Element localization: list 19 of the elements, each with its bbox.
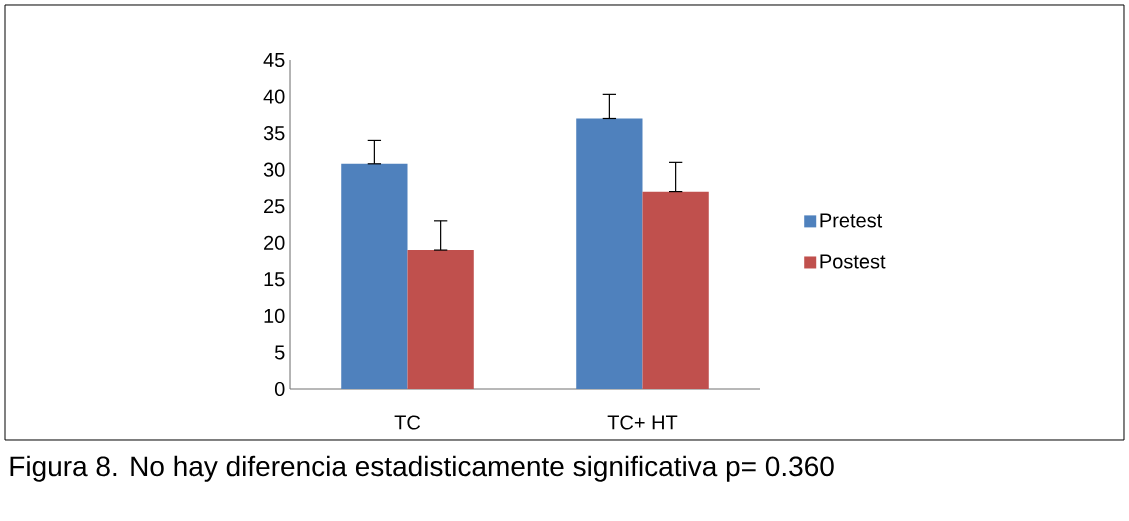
y-tick-label: 25: [264, 199, 285, 214]
x-tick-label: TC+ HT: [607, 415, 678, 430]
y-tick-label: 0: [274, 381, 285, 397]
y-tick-label: 35: [263, 126, 285, 141]
y-tick-label: 45: [263, 53, 285, 67]
y-tick-label: 30: [263, 162, 285, 177]
legend-label: Postest: [820, 254, 886, 269]
y-tick-label: 15: [264, 272, 285, 287]
text: Figura 8. No hay diferencia estadisticamente significativa p= 0.360: [10, 455, 834, 482]
bar: [341, 163, 408, 389]
y-tick-label: 40: [263, 89, 285, 104]
bar: [407, 250, 474, 389]
y-tick-label: 10: [264, 308, 285, 323]
y-tick-label: 5: [274, 345, 285, 360]
bar: [642, 191, 709, 389]
x-tick-label: TC: [394, 415, 421, 430]
legend-label: Pretest: [820, 213, 883, 228]
bar: [576, 118, 643, 389]
y-tick-label: 20: [264, 235, 285, 250]
